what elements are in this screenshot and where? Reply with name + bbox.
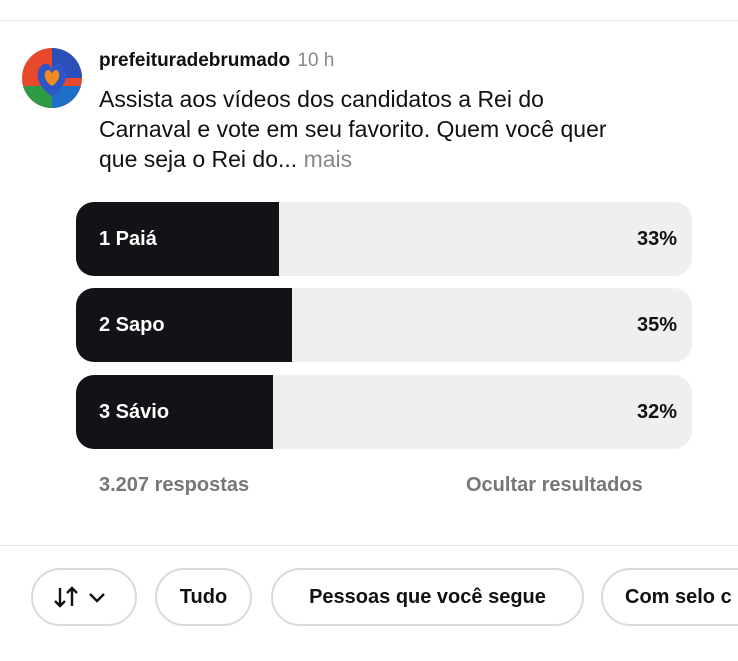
avatar[interactable] [22, 48, 82, 108]
filter-pill[interactable]: Tudo [155, 568, 252, 626]
option-percent: 32% [636, 401, 677, 423]
option-percent: 35% [636, 314, 677, 336]
poll-bar [76, 202, 280, 276]
option-label: 1 Paiá [99, 228, 157, 250]
more-link[interactable]: mais [303, 146, 353, 172]
time: 10 h [297, 50, 335, 71]
sort-icon [54, 586, 105, 608]
post-text: Assista aos vídeos dos candidatos a Rei … [99, 84, 607, 174]
poll-option[interactable]: 2 Sapo 35% [76, 288, 692, 362]
text-line: que seja o Rei do... mais [99, 144, 607, 174]
text-line: que seja o Rei do... [99, 146, 298, 172]
post-header: prefeituradebrumado 10 h [99, 50, 334, 72]
option-percent: 33% [636, 228, 677, 250]
top-divider [0, 20, 738, 21]
poll-option[interactable]: 3 Sávio 32% [76, 375, 692, 449]
filter-pill[interactable]: Com selo c [601, 568, 738, 626]
author[interactable]: prefeituradebrumado [99, 50, 291, 71]
filter-pill[interactable]: Pessoas que você segue [271, 568, 584, 626]
hide-results[interactable]: Ocultar resultados [466, 474, 643, 496]
response-count: 3.207 respostas [99, 474, 250, 496]
poll-bar [76, 288, 292, 362]
text-line: Assista aos vídeos dos candidatos a Rei … [99, 86, 544, 112]
poll-bar [76, 375, 274, 449]
divider [0, 545, 738, 546]
text-line: Carnaval e vote em seu favorito. Quem vo… [99, 116, 607, 142]
sort-button[interactable] [31, 568, 137, 626]
poll-option[interactable]: 1 Paiá 33% [76, 202, 692, 276]
option-label: 2 Sapo [99, 314, 165, 336]
option-label: 3 Sávio [99, 401, 170, 423]
